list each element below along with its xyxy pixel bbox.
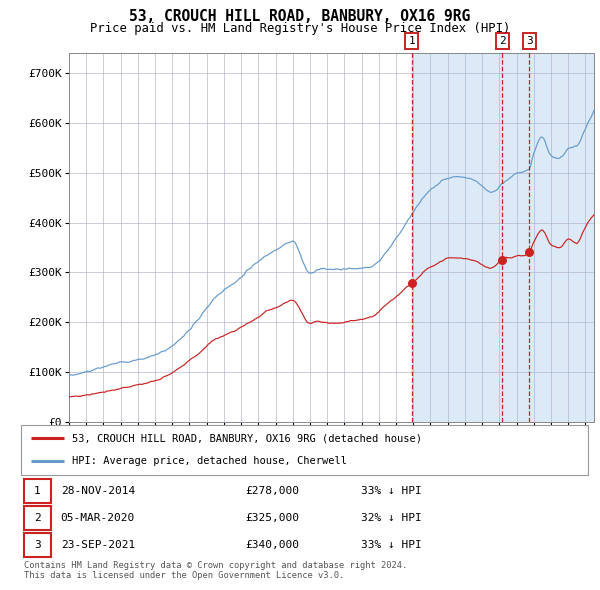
- Text: 3: 3: [34, 540, 41, 550]
- Text: 53, CROUCH HILL ROAD, BANBURY, OX16 9RG (detached house): 53, CROUCH HILL ROAD, BANBURY, OX16 9RG …: [72, 433, 422, 443]
- Bar: [24, 506, 51, 530]
- Text: 2: 2: [34, 513, 41, 523]
- Text: £325,000: £325,000: [245, 513, 299, 523]
- Text: 23-SEP-2021: 23-SEP-2021: [61, 540, 135, 550]
- Text: 28-NOV-2014: 28-NOV-2014: [61, 486, 135, 496]
- Text: 2: 2: [499, 36, 506, 46]
- Text: Contains HM Land Registry data © Crown copyright and database right 2024.
This d: Contains HM Land Registry data © Crown c…: [24, 560, 407, 580]
- Text: £278,000: £278,000: [245, 486, 299, 496]
- Text: 05-MAR-2020: 05-MAR-2020: [61, 513, 135, 523]
- Text: £340,000: £340,000: [245, 540, 299, 550]
- Text: 32% ↓ HPI: 32% ↓ HPI: [361, 513, 422, 523]
- Text: 1: 1: [409, 36, 415, 46]
- Bar: [24, 533, 51, 557]
- Text: 33% ↓ HPI: 33% ↓ HPI: [361, 540, 422, 550]
- Text: 3: 3: [526, 36, 532, 46]
- Text: Price paid vs. HM Land Registry's House Price Index (HPI): Price paid vs. HM Land Registry's House …: [90, 22, 510, 35]
- Bar: [412, 53, 600, 422]
- Text: 1: 1: [34, 486, 41, 496]
- Bar: [24, 478, 51, 503]
- Text: 33% ↓ HPI: 33% ↓ HPI: [361, 486, 422, 496]
- Text: HPI: Average price, detached house, Cherwell: HPI: Average price, detached house, Cher…: [72, 457, 347, 467]
- Text: 53, CROUCH HILL ROAD, BANBURY, OX16 9RG: 53, CROUCH HILL ROAD, BANBURY, OX16 9RG: [130, 9, 470, 24]
